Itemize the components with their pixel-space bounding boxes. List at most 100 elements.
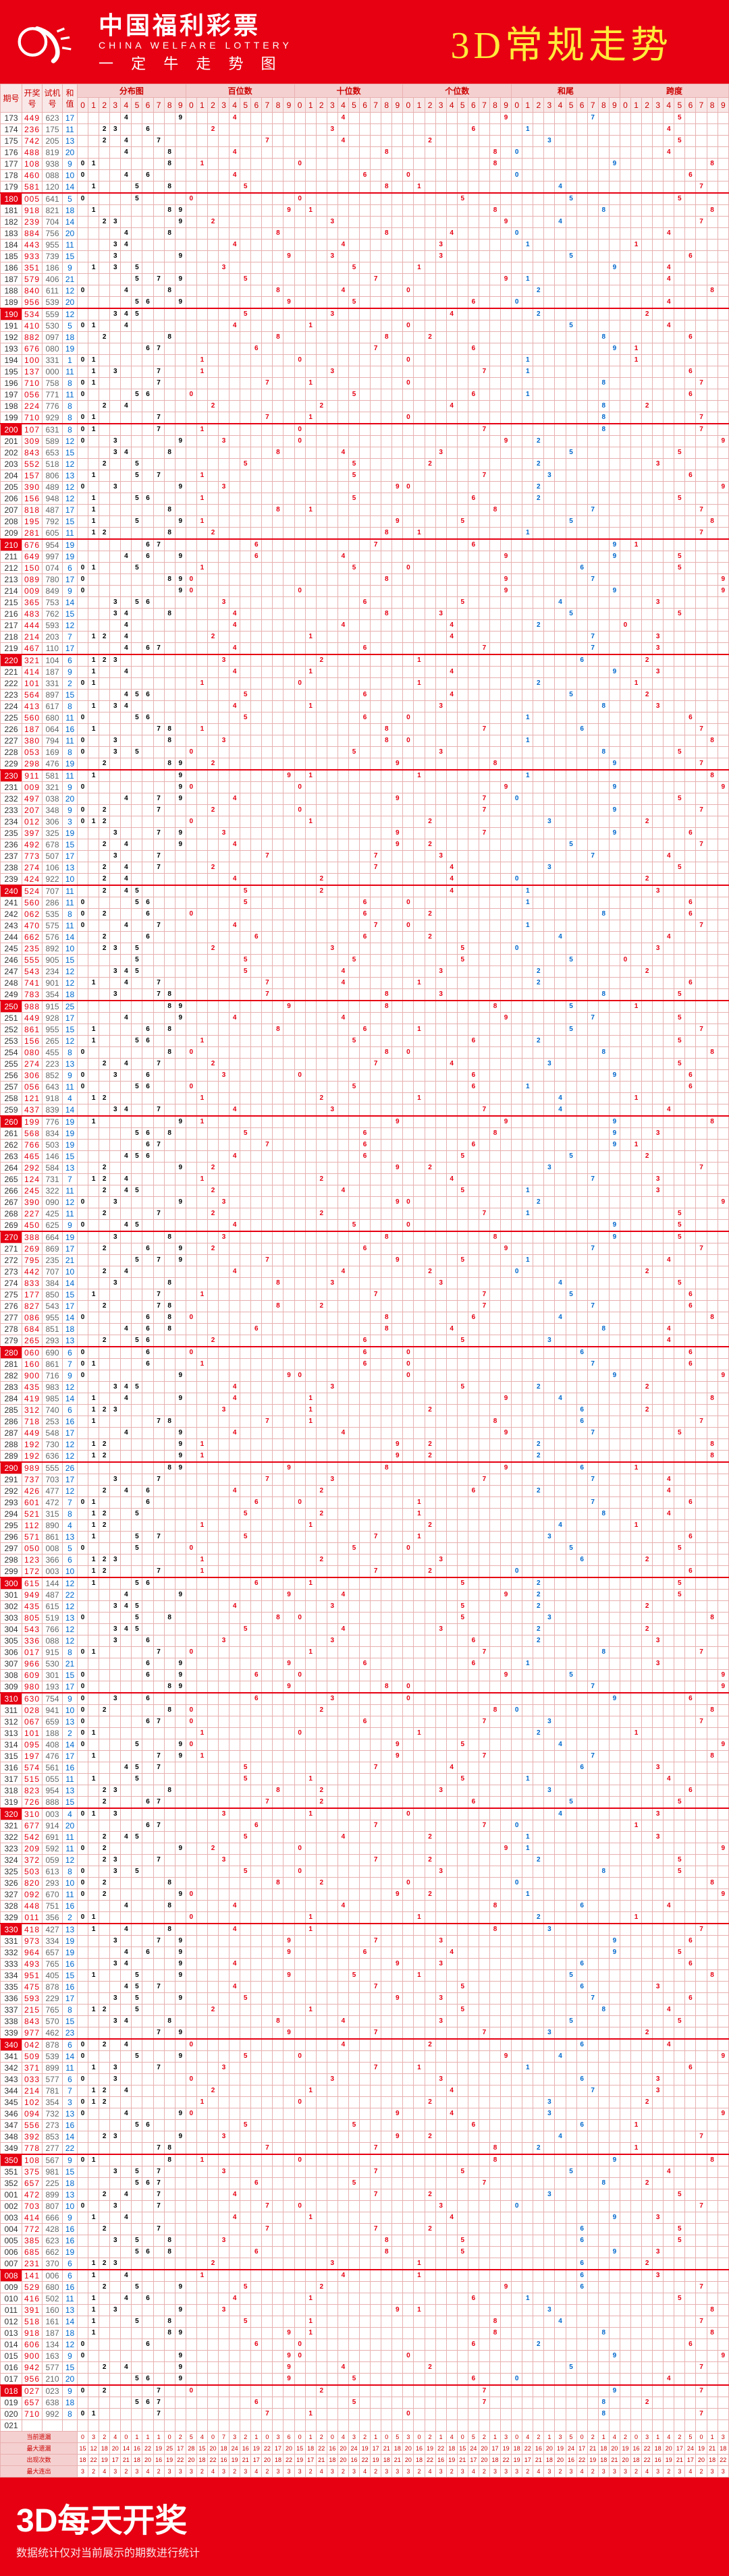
table-row: 21744459312444420 <box>1 620 729 632</box>
dist-cell: 9 <box>175 839 186 851</box>
span-cell <box>707 228 718 240</box>
pos-cell <box>414 147 425 159</box>
hv-cell <box>544 574 555 586</box>
pos-cell <box>489 597 500 609</box>
pos-cell <box>501 412 512 424</box>
dist-cell: 2 <box>99 632 110 643</box>
span-cell <box>674 528 685 540</box>
pos-cell <box>489 193 500 205</box>
dist-cell: 6 <box>142 389 153 401</box>
pos-cell <box>305 193 316 205</box>
hv-cell <box>587 701 598 712</box>
dist-cell: 2 <box>99 816 110 828</box>
hv-cell <box>587 782 598 793</box>
dist-cell <box>99 493 110 505</box>
hv-cell <box>598 459 609 470</box>
pos-cell <box>230 424 240 436</box>
dist-cell <box>110 205 121 217</box>
hv-cell <box>555 355 566 366</box>
dist-cell <box>164 932 175 943</box>
pos-cell <box>273 701 284 712</box>
span-cell: 5 <box>674 193 685 205</box>
pos-cell <box>501 793 512 805</box>
pos-cell <box>196 654 207 667</box>
pos-cell <box>468 505 479 516</box>
pos-cell <box>348 170 359 181</box>
pos-cell <box>273 378 284 389</box>
pos-cell <box>425 308 435 320</box>
span-cell <box>718 620 728 632</box>
pos-cell <box>273 320 284 332</box>
hv-cell <box>587 667 598 678</box>
pos-cell <box>501 170 512 181</box>
hv-cell <box>566 228 576 240</box>
sum-cell: 19 <box>63 343 78 355</box>
pos-cell <box>468 551 479 563</box>
hv-cell <box>512 424 522 436</box>
pos-cell <box>294 735 305 747</box>
dist-cell: 1 <box>88 654 99 667</box>
pos-cell <box>240 136 251 147</box>
dist-cell: 9 <box>175 828 186 839</box>
draw-cell: 460 <box>22 170 43 181</box>
pos-cell: 1 <box>414 181 425 194</box>
pos-cell <box>186 308 196 320</box>
pos-cell <box>381 482 392 493</box>
dist-cell <box>99 597 110 609</box>
pos-cell <box>219 643 230 655</box>
hv-cell <box>566 563 576 574</box>
pos-cell <box>186 885 196 897</box>
hv-cell <box>587 228 598 240</box>
span-cell <box>664 920 674 932</box>
pos-cell: 0 <box>403 170 414 181</box>
pos-cell <box>414 782 425 793</box>
hv-cell <box>544 320 555 332</box>
span-cell <box>696 482 707 493</box>
hv-cell: 8 <box>598 909 609 920</box>
span-cell <box>653 874 664 886</box>
hv-cell <box>576 782 587 793</box>
hv-cell <box>533 690 544 701</box>
span-cell <box>718 690 728 701</box>
pos-cell <box>305 909 316 920</box>
pos-cell <box>425 262 435 274</box>
hv-cell <box>566 816 576 828</box>
span-cell <box>685 920 696 932</box>
pos-cell <box>371 839 381 851</box>
dist-cell <box>99 378 110 389</box>
pos-cell <box>240 147 251 159</box>
pos-cell <box>284 828 294 839</box>
pos-cell <box>403 332 414 343</box>
span-cell <box>653 355 664 366</box>
pos-cell <box>262 955 273 966</box>
dist-cell <box>132 320 142 332</box>
pos-cell <box>348 274 359 285</box>
pos-cell <box>479 181 489 194</box>
issue-cell: 214 <box>1 586 22 597</box>
digit-header: 6 <box>360 98 371 113</box>
pos-cell <box>501 366 512 378</box>
hv-cell <box>522 701 533 712</box>
pos-cell <box>240 701 251 712</box>
span-cell <box>674 909 685 920</box>
pos-cell: 2 <box>425 816 435 828</box>
dist-cell: 2 <box>99 932 110 943</box>
span-cell <box>674 378 685 389</box>
hv-cell <box>609 643 620 655</box>
span-cell <box>630 712 641 724</box>
pos-cell <box>468 217 479 228</box>
dist-cell <box>175 909 186 920</box>
dist-cell <box>142 978 153 989</box>
pos-cell <box>251 574 262 586</box>
sum-cell: 10 <box>63 874 78 886</box>
hv-cell <box>598 690 609 701</box>
pos-cell: 0 <box>294 678 305 690</box>
pos-cell <box>501 770 512 782</box>
pos-cell <box>371 355 381 366</box>
pos-cell <box>305 401 316 412</box>
hv-cell: 1 <box>522 735 533 747</box>
pos-cell: 6 <box>468 124 479 136</box>
pos-cell <box>186 920 196 932</box>
span-cell <box>664 401 674 412</box>
span-cell <box>664 701 674 712</box>
